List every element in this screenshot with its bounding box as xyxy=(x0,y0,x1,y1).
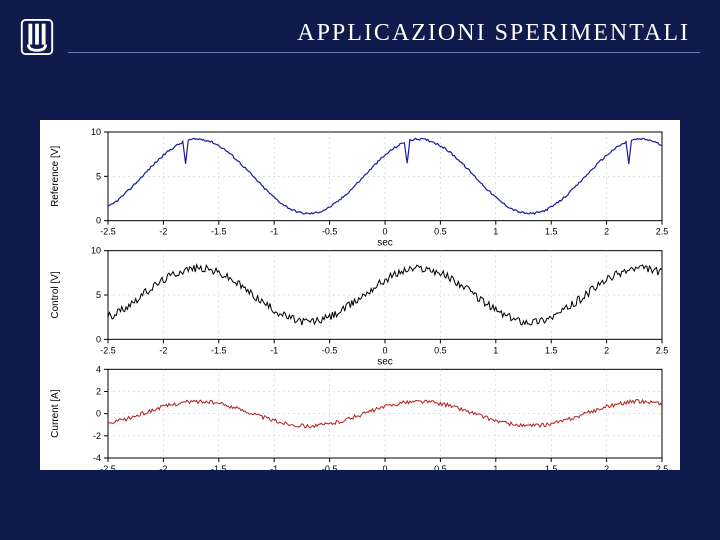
ytick-label: 0 xyxy=(96,216,101,226)
xtick-label: -0.5 xyxy=(322,227,338,237)
xtick-label: 0.5 xyxy=(434,227,447,237)
xtick-label: 2.5 xyxy=(656,464,669,470)
xlabel: sec xyxy=(377,356,393,367)
logo xyxy=(18,18,56,56)
xtick-label: 0.5 xyxy=(434,345,447,355)
xtick-label: -2.5 xyxy=(100,345,116,355)
ytick-label: -2 xyxy=(93,431,101,441)
xtick-label: 1 xyxy=(493,345,498,355)
xtick-label: 2.5 xyxy=(656,227,669,237)
xtick-label: -2.5 xyxy=(100,227,116,237)
xtick-label: -1 xyxy=(270,464,278,470)
ytick-label: 5 xyxy=(96,171,101,181)
ytick-label: 0 xyxy=(96,409,101,419)
xtick-label: -0.5 xyxy=(322,464,338,470)
xtick-label: 2 xyxy=(604,227,609,237)
xtick-label: 1 xyxy=(493,227,498,237)
xtick-label: -2 xyxy=(159,464,167,470)
ytick-label: 4 xyxy=(96,364,101,374)
xtick-label: -1.5 xyxy=(211,227,227,237)
logo-svg xyxy=(18,18,56,56)
ytick-label: 0 xyxy=(96,334,101,344)
xtick-label: 0.5 xyxy=(434,464,447,470)
xtick-label: 0 xyxy=(382,227,387,237)
ytick-label: 2 xyxy=(96,387,101,397)
xtick-label: 2.5 xyxy=(656,345,669,355)
ytick-label: 10 xyxy=(91,246,101,256)
figure-svg: 0510-2.5-2-1.5-1-0.500.511.522.5secRefer… xyxy=(40,120,680,470)
ylabel: Reference [V] xyxy=(50,146,61,207)
slide-title: APPLICAZIONI SPERIMENTALI xyxy=(270,20,700,47)
ytick-label: 10 xyxy=(91,127,101,137)
ytick-label: 5 xyxy=(96,290,101,300)
ytick-label: -4 xyxy=(93,453,101,463)
figure-container: 0510-2.5-2-1.5-1-0.500.511.522.5secRefer… xyxy=(40,120,680,470)
xtick-label: -1.5 xyxy=(211,464,227,470)
xtick-label: 1.5 xyxy=(545,227,558,237)
title-rule xyxy=(68,52,700,53)
xtick-label: 1.5 xyxy=(545,345,558,355)
xtick-label: 2 xyxy=(604,464,609,470)
xlabel: sec xyxy=(377,238,393,249)
xtick-label: -1.5 xyxy=(211,345,227,355)
ylabel: Control [V] xyxy=(50,271,61,318)
xtick-label: 1.5 xyxy=(545,464,558,470)
xtick-label: -1 xyxy=(270,345,278,355)
xtick-label: 0 xyxy=(382,464,387,470)
xtick-label: -2 xyxy=(159,227,167,237)
xtick-label: -2 xyxy=(159,345,167,355)
xtick-label: -2.5 xyxy=(100,464,116,470)
xtick-label: 1 xyxy=(493,464,498,470)
xtick-label: 0 xyxy=(382,345,387,355)
xtick-label: 2 xyxy=(604,345,609,355)
ylabel: Current [A] xyxy=(50,389,61,438)
xtick-label: -0.5 xyxy=(322,345,338,355)
xtick-label: -1 xyxy=(270,227,278,237)
